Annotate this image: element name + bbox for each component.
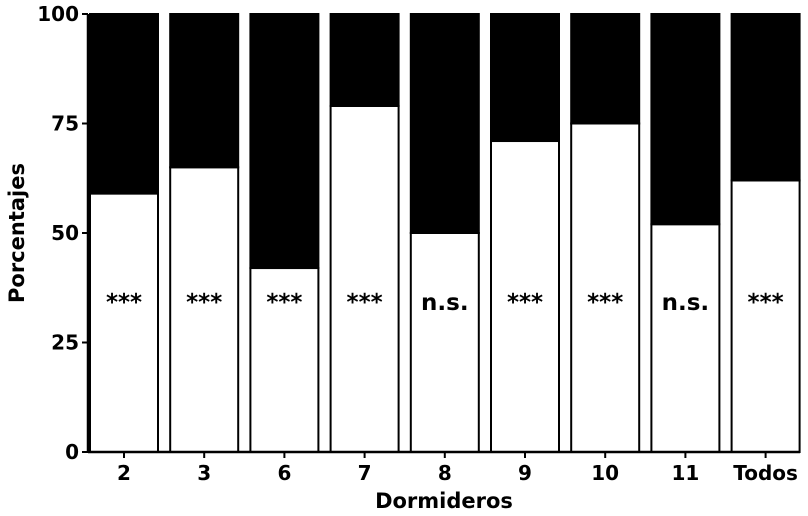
significance-label: ***	[266, 290, 302, 316]
significance-label: ***	[587, 290, 623, 316]
y-tick-label: 50	[51, 221, 79, 245]
bar-segment-white-2	[90, 194, 158, 452]
bar-segment-black-3	[170, 14, 238, 167]
y-tick-label: 0	[65, 440, 79, 464]
x-tick-label: 11	[671, 461, 699, 485]
x-tick-label: 3	[197, 461, 211, 485]
x-ticks-group: 2 3 6 7 8 9 10 11 Todos	[117, 452, 798, 485]
significance-label: ***	[106, 290, 142, 316]
y-tick-label: 25	[51, 331, 79, 355]
x-tick-label: 8	[438, 461, 452, 485]
x-tick-label: Todos	[733, 461, 798, 485]
bar-segment-black-2	[90, 14, 158, 194]
bar-segment-black-10	[571, 14, 639, 124]
annotations-group: *** *** *** *** n.s. *** *** n.s. ***	[106, 290, 784, 316]
x-tick-label: 2	[117, 461, 131, 485]
bar-segment-black-9	[491, 14, 559, 141]
bar-segment-black-11	[651, 14, 719, 224]
y-tick-label: 100	[37, 2, 79, 26]
bar-segment-white-8	[411, 233, 479, 452]
bar-segment-white-11	[651, 224, 719, 452]
significance-label: ***	[748, 290, 784, 316]
significance-label: n.s.	[421, 290, 469, 316]
x-tick-label: 10	[591, 461, 619, 485]
x-tick-label: 9	[518, 461, 532, 485]
bar-segment-black-7	[331, 14, 399, 106]
significance-label: ***	[347, 290, 383, 316]
y-ticks-group: 0 25 50 75 100	[37, 2, 88, 464]
y-axis-title: Porcentajes	[5, 163, 29, 303]
significance-label: n.s.	[662, 290, 710, 316]
x-tick-label: 6	[277, 461, 291, 485]
bar-segment-black-6	[250, 14, 318, 268]
y-tick-label: 75	[51, 112, 79, 136]
bar-segment-black-8	[411, 14, 479, 233]
bars-group	[90, 14, 800, 452]
x-tick-label: 7	[358, 461, 372, 485]
significance-label: ***	[186, 290, 222, 316]
bar-segment-black-Todos	[732, 14, 800, 180]
bar-segment-white-Todos	[732, 180, 800, 452]
significance-label: ***	[507, 290, 543, 316]
x-axis-title: Dormideros	[375, 489, 513, 513]
bar-segment-white-7	[331, 106, 399, 452]
bar-segment-white-10	[571, 124, 639, 453]
